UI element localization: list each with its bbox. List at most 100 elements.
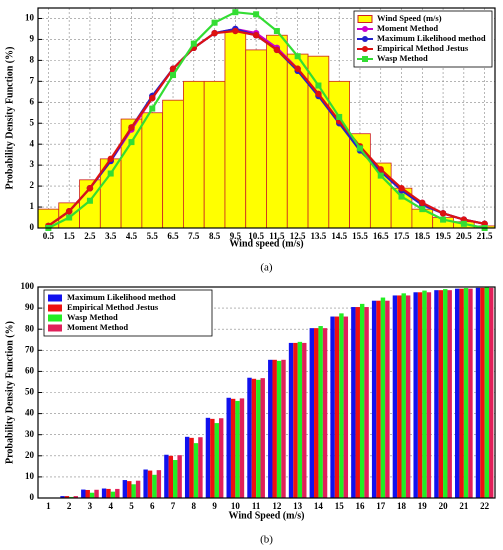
bar: [110, 491, 116, 498]
point: [232, 27, 239, 35]
x-tick-label: 1.5: [64, 231, 76, 241]
bar: [156, 470, 162, 498]
legend-label: Empirical Method Jestus: [377, 43, 469, 53]
bar: [94, 489, 99, 498]
bar: [297, 341, 303, 498]
x-tick-label: 15.5: [352, 231, 368, 241]
point: [253, 11, 260, 18]
point: [294, 53, 301, 60]
point: [66, 214, 73, 221]
x-tick-label: 8.5: [209, 231, 221, 241]
bar: [101, 488, 107, 498]
bar: [226, 397, 231, 498]
x-tick-label: 11: [252, 501, 261, 511]
point: [107, 170, 114, 177]
x-tick-label: 17.5: [394, 231, 410, 241]
bar: [115, 488, 120, 498]
y-axis-label: Probability Density Function (%): [4, 321, 15, 464]
histogram-bar: [162, 99, 184, 229]
bar: [309, 328, 315, 498]
bar: [459, 288, 464, 498]
histogram-bar: [266, 34, 288, 229]
bar: [422, 290, 427, 498]
series-line: [47, 11, 485, 230]
point: [460, 220, 467, 227]
bar: [426, 292, 432, 498]
x-tick-label: 9: [212, 501, 217, 511]
x-tick-label: 0.5: [43, 231, 55, 241]
x-tick-label: 19.5: [435, 231, 451, 241]
bar: [359, 303, 365, 498]
y-tick-label: 4: [30, 138, 35, 148]
bar: [293, 342, 298, 498]
bar: [455, 288, 460, 498]
y-tick-label: 70: [25, 344, 35, 354]
x-axis-label: Wind speed (m/s): [229, 238, 303, 249]
bar: [392, 295, 398, 498]
bar: [376, 300, 381, 498]
x-tick-label: 4: [108, 501, 113, 511]
bar: [256, 379, 261, 498]
bar: [434, 290, 439, 498]
point: [128, 124, 135, 131]
bar: [239, 398, 245, 498]
point: [211, 19, 218, 26]
x-tick-label: 10.5: [248, 231, 264, 241]
x-tick-label: 14.5: [331, 231, 347, 241]
y-tick-label: 7: [30, 75, 35, 85]
point: [419, 206, 426, 213]
point: [190, 40, 197, 47]
legend-label: Maximum Likelihood method: [377, 33, 486, 43]
point: [169, 65, 177, 72]
plot-frame: [37, 286, 496, 499]
legend-label: Moment Method: [377, 23, 438, 33]
bar: [397, 295, 402, 498]
y-tick-label: 0: [30, 222, 35, 232]
y-tick-label: 50: [25, 387, 35, 397]
y-tick-label: 5: [30, 117, 35, 127]
bar: [288, 342, 294, 498]
point: [107, 155, 114, 163]
x-axis-label: Wind Speed (m/s): [229, 510, 305, 521]
legend-label: Wind Speed (m/s): [377, 13, 442, 23]
legend-label: Wasp Method: [377, 53, 428, 63]
y-tick-label: 9: [30, 33, 35, 43]
point: [149, 105, 156, 112]
legend-swatch: [48, 324, 62, 332]
histogram-bar: [307, 55, 330, 229]
y-tick-label: 100: [21, 281, 35, 291]
point: [294, 65, 301, 72]
caption: (a): [260, 262, 273, 274]
y-tick-label: 40: [25, 408, 35, 418]
bar: [131, 484, 136, 498]
legend-swatch: [48, 314, 62, 322]
histogram-bar: [203, 80, 226, 229]
y-tick-label: 90: [25, 302, 35, 312]
y-tick-label: 60: [25, 365, 35, 375]
y-tick-label: 2: [30, 180, 35, 190]
bar: [230, 398, 236, 498]
x-tick-label: 17: [376, 501, 386, 511]
bar: [152, 474, 157, 498]
bar: [401, 293, 406, 498]
bar: [322, 328, 328, 498]
x-tick-label: 13.5: [311, 231, 327, 241]
x-tick-label: 16.5: [373, 231, 389, 241]
x-tick-label: 21: [459, 501, 469, 511]
plot-frame: [37, 7, 496, 229]
bar: [210, 418, 215, 498]
histogram-bar: [224, 30, 247, 229]
bar: [272, 359, 277, 498]
legend-box: [353, 10, 493, 68]
bar: [447, 290, 452, 498]
legend-label: Maximum Likelihood method: [67, 292, 176, 302]
x-tick-label: 7.5: [188, 231, 200, 241]
bar: [189, 437, 194, 498]
x-tick-label: 20.5: [456, 231, 472, 241]
legend-swatch: [357, 15, 373, 23]
bar: [339, 313, 344, 498]
bar: [443, 289, 448, 498]
legend-marker: [362, 36, 368, 42]
bar: [173, 460, 178, 498]
bar: [413, 292, 418, 498]
